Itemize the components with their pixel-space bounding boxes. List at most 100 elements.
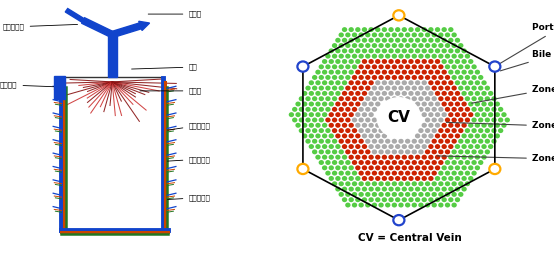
Circle shape: [435, 197, 440, 202]
Circle shape: [491, 118, 497, 122]
Circle shape: [425, 192, 430, 197]
Circle shape: [465, 171, 470, 176]
Circle shape: [418, 171, 424, 176]
Circle shape: [368, 187, 374, 191]
Circle shape: [295, 123, 301, 128]
Circle shape: [329, 165, 334, 170]
Circle shape: [432, 86, 437, 91]
Circle shape: [358, 86, 364, 91]
Circle shape: [395, 38, 401, 43]
Circle shape: [415, 48, 420, 53]
Circle shape: [312, 139, 317, 144]
Text: 肝板: 肝板: [132, 64, 197, 70]
Circle shape: [312, 118, 317, 122]
Circle shape: [408, 197, 414, 202]
Circle shape: [352, 75, 357, 80]
Circle shape: [342, 187, 347, 191]
Circle shape: [432, 54, 437, 59]
Circle shape: [415, 80, 420, 85]
Circle shape: [388, 48, 394, 53]
Circle shape: [415, 38, 420, 43]
Circle shape: [375, 91, 381, 96]
Circle shape: [428, 102, 434, 106]
Circle shape: [408, 80, 414, 85]
Circle shape: [385, 171, 391, 176]
Circle shape: [378, 160, 384, 165]
Circle shape: [475, 91, 480, 96]
Circle shape: [465, 75, 470, 80]
Circle shape: [465, 107, 470, 112]
Circle shape: [385, 160, 391, 165]
Circle shape: [342, 123, 347, 128]
Circle shape: [495, 123, 500, 128]
Circle shape: [342, 102, 347, 106]
Circle shape: [329, 112, 334, 117]
Circle shape: [295, 112, 301, 117]
Circle shape: [415, 59, 420, 64]
Circle shape: [335, 155, 341, 160]
Circle shape: [368, 176, 374, 181]
Circle shape: [322, 70, 327, 74]
Circle shape: [392, 171, 397, 176]
Circle shape: [312, 107, 317, 112]
Circle shape: [455, 38, 460, 43]
Circle shape: [309, 80, 314, 85]
Circle shape: [461, 165, 467, 170]
Circle shape: [442, 48, 447, 53]
Circle shape: [345, 160, 351, 165]
Circle shape: [388, 176, 394, 181]
Circle shape: [495, 133, 500, 138]
Circle shape: [471, 75, 477, 80]
Circle shape: [452, 86, 457, 91]
Circle shape: [342, 112, 347, 117]
Circle shape: [335, 187, 341, 191]
Circle shape: [475, 133, 480, 138]
Circle shape: [458, 150, 464, 154]
Circle shape: [365, 75, 371, 80]
Circle shape: [362, 38, 367, 43]
Circle shape: [395, 176, 401, 181]
Circle shape: [461, 133, 467, 138]
Circle shape: [428, 197, 434, 202]
Circle shape: [355, 123, 361, 128]
Circle shape: [485, 96, 490, 101]
Circle shape: [342, 48, 347, 53]
Circle shape: [425, 118, 430, 122]
Circle shape: [488, 112, 494, 117]
Circle shape: [438, 64, 444, 69]
Circle shape: [425, 54, 430, 59]
Circle shape: [428, 38, 434, 43]
Circle shape: [302, 123, 307, 128]
Circle shape: [428, 59, 434, 64]
Circle shape: [438, 107, 444, 112]
Circle shape: [322, 112, 327, 117]
Circle shape: [475, 144, 480, 149]
Circle shape: [408, 91, 414, 96]
Circle shape: [338, 107, 344, 112]
Circle shape: [458, 118, 464, 122]
Circle shape: [452, 43, 457, 48]
Circle shape: [402, 80, 407, 85]
Circle shape: [372, 139, 377, 144]
Circle shape: [309, 102, 314, 106]
Circle shape: [471, 160, 477, 165]
Circle shape: [415, 91, 420, 96]
Circle shape: [378, 64, 384, 69]
Circle shape: [299, 118, 304, 122]
Circle shape: [355, 48, 361, 53]
Circle shape: [319, 64, 324, 69]
Circle shape: [375, 155, 381, 160]
Circle shape: [342, 176, 347, 181]
FancyArrow shape: [107, 35, 117, 77]
Circle shape: [299, 128, 304, 133]
Circle shape: [342, 144, 347, 149]
Circle shape: [382, 155, 387, 160]
Circle shape: [461, 123, 467, 128]
Circle shape: [322, 102, 327, 106]
Circle shape: [412, 43, 417, 48]
Circle shape: [392, 160, 397, 165]
Circle shape: [435, 133, 440, 138]
Circle shape: [405, 160, 411, 165]
Circle shape: [418, 64, 424, 69]
Circle shape: [385, 86, 391, 91]
